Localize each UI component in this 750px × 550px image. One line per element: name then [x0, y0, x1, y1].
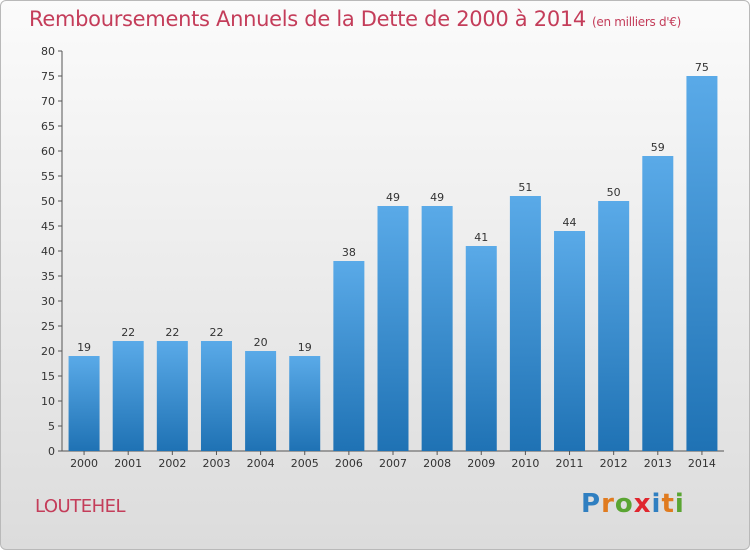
- data-label: 49: [430, 191, 444, 204]
- x-tick-label: 2012: [600, 457, 628, 470]
- bar: [112, 341, 144, 451]
- logo-letter: t: [661, 489, 675, 519]
- y-tick-label: 40: [41, 245, 55, 258]
- logo-letter: x: [633, 489, 652, 519]
- x-tick-label: 2002: [158, 457, 186, 470]
- bar: [377, 206, 409, 451]
- bar: [509, 196, 541, 451]
- y-tick-label: 25: [41, 320, 55, 333]
- data-label: 19: [77, 341, 91, 354]
- x-tick-label: 2003: [202, 457, 230, 470]
- y-tick-label: 75: [41, 70, 55, 83]
- data-label: 22: [121, 326, 135, 339]
- commune-name: LOUTEHEL: [35, 496, 126, 517]
- bar: [289, 356, 321, 451]
- bar: [421, 206, 453, 451]
- data-label: 49: [386, 191, 400, 204]
- x-tick-label: 2005: [291, 457, 319, 470]
- logo-letter: i: [674, 489, 685, 519]
- chart-title: Remboursements Annuels de la Dette de 20…: [29, 7, 681, 31]
- data-label: 50: [607, 186, 621, 199]
- y-tick-label: 50: [41, 195, 55, 208]
- y-tick-label: 35: [41, 270, 55, 283]
- data-label: 38: [342, 246, 356, 259]
- data-label: 20: [254, 336, 268, 349]
- x-tick-label: 2008: [423, 457, 451, 470]
- x-tick-label: 2014: [688, 457, 716, 470]
- y-tick-label: 70: [41, 95, 55, 108]
- y-tick-label: 20: [41, 345, 55, 358]
- bar: [156, 341, 188, 451]
- x-tick-label: 2006: [335, 457, 363, 470]
- data-label: 19: [298, 341, 312, 354]
- y-tick-label: 80: [41, 45, 55, 58]
- axes: 0 5 10 15 20 25 30 35 40 45 50 55 60 65 70 75 80 2000 2001…: [41, 45, 724, 470]
- logo-letter: P: [581, 489, 602, 519]
- data-label: 22: [165, 326, 179, 339]
- chart-title-text: Remboursements Annuels de la Dette de 20…: [29, 7, 586, 31]
- data-label: 41: [474, 231, 488, 244]
- y-tick-label: 45: [41, 220, 55, 233]
- bar: [465, 246, 497, 451]
- y-tick-label: 55: [41, 170, 55, 183]
- bar: [642, 156, 674, 451]
- bar: [200, 341, 232, 451]
- bar: [245, 351, 277, 451]
- x-tick-label: 2001: [114, 457, 142, 470]
- data-labels: 19 22 22 22 20 19 38 49 49 41 51 44 50 59 75: [77, 61, 709, 354]
- logo-letter: o: [614, 489, 634, 519]
- y-tick-label: 5: [48, 420, 55, 433]
- x-tick-label: 2004: [247, 457, 275, 470]
- bars: [68, 76, 718, 451]
- x-tick-label: 2007: [379, 457, 407, 470]
- y-tick-label: 65: [41, 120, 55, 133]
- x-tick-label: 2010: [511, 457, 539, 470]
- y-tick-label: 10: [41, 395, 55, 408]
- bar: [598, 201, 630, 451]
- y-tick-label: 30: [41, 295, 55, 308]
- data-label: 59: [651, 141, 665, 154]
- data-label: 44: [563, 216, 577, 229]
- logo-letter: r: [601, 489, 615, 519]
- bar: [68, 356, 100, 451]
- x-tick-label: 2013: [644, 457, 672, 470]
- bar: [554, 231, 586, 451]
- proxiti-logo: Proxiti: [581, 489, 685, 519]
- unit-label: (en milliers d'€): [592, 15, 682, 29]
- bar: [686, 76, 718, 451]
- y-tick-label: 0: [48, 445, 55, 458]
- x-tick-label: 2011: [556, 457, 584, 470]
- logo-letter: i: [651, 489, 662, 519]
- y-tick-label: 15: [41, 370, 55, 383]
- data-label: 75: [695, 61, 709, 74]
- data-label: 22: [209, 326, 223, 339]
- bar: [333, 261, 365, 451]
- x-tick-label: 2009: [467, 457, 495, 470]
- data-label: 51: [518, 181, 532, 194]
- x-tick-label: 2000: [70, 457, 98, 470]
- y-tick-label: 60: [41, 145, 55, 158]
